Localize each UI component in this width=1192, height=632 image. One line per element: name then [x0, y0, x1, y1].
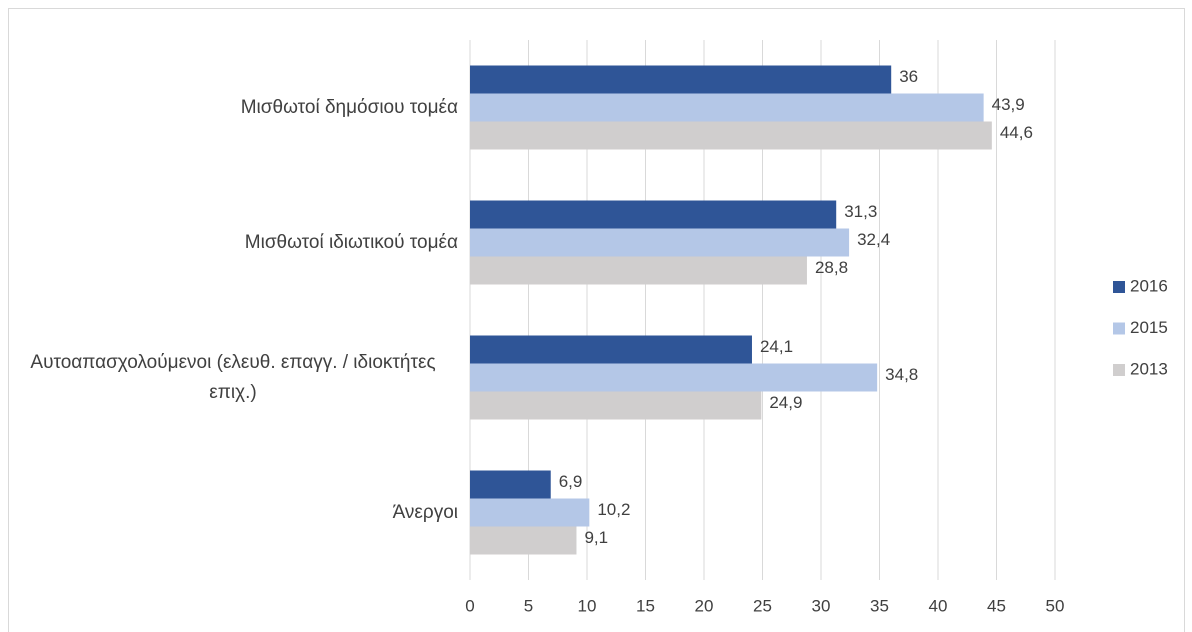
- legend-swatch: [1113, 364, 1125, 376]
- chart-border: [8, 8, 1185, 632]
- x-tick-label: 35: [870, 596, 889, 615]
- category-label: Μισθωτοί ιδιωτικού τομέα: [8, 228, 458, 258]
- x-tick-label: 25: [753, 596, 772, 615]
- legend-swatch: [1113, 281, 1125, 293]
- x-tick-label: 15: [636, 596, 655, 615]
- value-label: 36: [899, 67, 918, 86]
- x-tick-label: 45: [987, 596, 1006, 615]
- value-label: 10,2: [597, 500, 630, 519]
- value-label: 31,3: [844, 202, 877, 221]
- value-label: 34,8: [885, 365, 918, 384]
- category-label: Αυτοαπασχολούμενοι (ελευθ. επαγγ. / ιδιο…: [8, 348, 458, 408]
- bar: [470, 498, 590, 527]
- legend-label: 2015: [1130, 318, 1168, 337]
- bar: [470, 391, 762, 420]
- legend-label: 2013: [1130, 359, 1168, 378]
- x-tick-label: 5: [524, 596, 533, 615]
- bar: [470, 200, 837, 229]
- value-label: 24,1: [760, 337, 793, 356]
- bar: [470, 526, 577, 555]
- bar: [470, 65, 892, 94]
- category-label: Άνεργοι: [8, 498, 458, 528]
- category-label: Μισθωτοί δημόσιου τομέα: [8, 93, 458, 123]
- category-text: Άνεργοι: [392, 501, 458, 523]
- value-label: 44,6: [1000, 123, 1033, 142]
- category-text: Μισθωτοί δημόσιου τομέα: [240, 96, 458, 118]
- x-tick-label: 10: [578, 596, 597, 615]
- bar: [470, 93, 984, 122]
- value-label: 43,9: [992, 95, 1025, 114]
- x-tick-label: 50: [1046, 596, 1065, 615]
- x-tick-label: 20: [695, 596, 714, 615]
- bar: [470, 470, 551, 499]
- bar: [470, 363, 878, 392]
- bar: [470, 335, 752, 364]
- value-label: 6,9: [559, 472, 583, 491]
- category-text: Μισθωτοί ιδιωτικού τομέα: [244, 231, 458, 253]
- value-label: 9,1: [584, 528, 608, 547]
- x-tick-label: 40: [929, 596, 948, 615]
- bar: [470, 256, 807, 285]
- category-text: Αυτοαπασχολούμενοι (ελευθ. επαγγ. / ιδιο…: [30, 351, 436, 403]
- value-label: 28,8: [815, 258, 848, 277]
- legend-swatch: [1113, 322, 1125, 335]
- bar: [470, 121, 992, 150]
- x-tick-label: 30: [812, 596, 831, 615]
- legend-label: 2016: [1130, 276, 1168, 295]
- value-label: 32,4: [857, 230, 890, 249]
- value-label: 24,9: [769, 393, 802, 412]
- bar: [470, 228, 850, 257]
- x-tick-label: 0: [465, 596, 474, 615]
